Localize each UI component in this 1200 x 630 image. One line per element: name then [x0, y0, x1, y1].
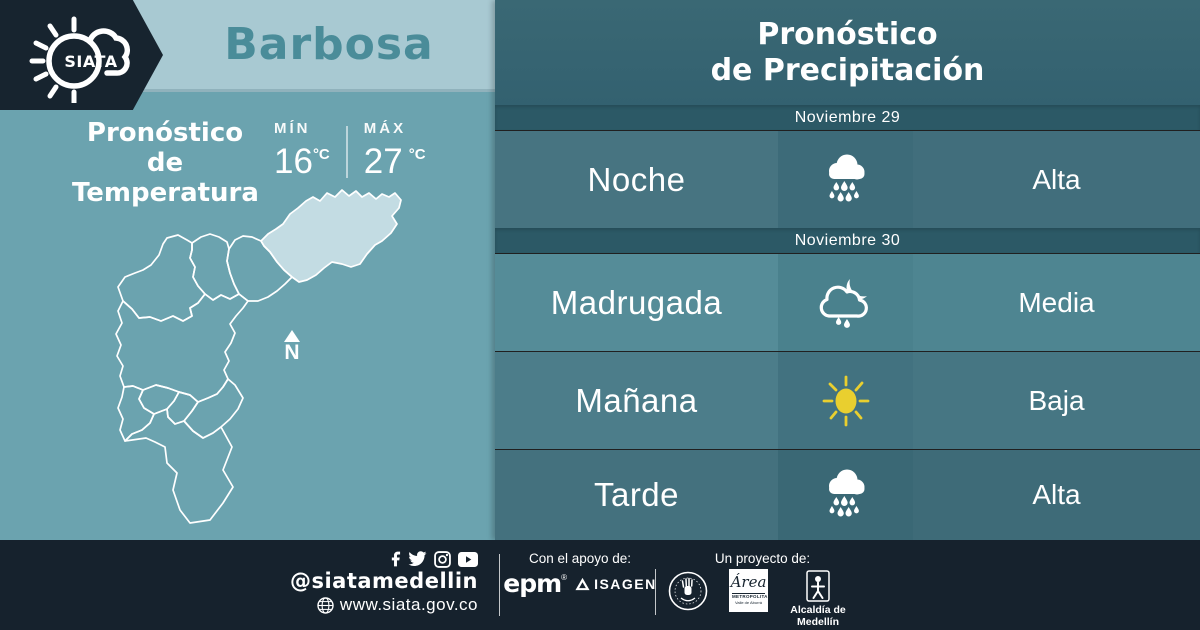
- sun-icon: [778, 352, 913, 449]
- svg-text:SIATA: SIATA: [64, 52, 117, 71]
- temperature-min: MÍN 16°C: [274, 120, 330, 181]
- globe-icon: [317, 596, 334, 614]
- level-value: Media: [913, 254, 1200, 351]
- rain-cloud-icon: [778, 450, 913, 540]
- alcaldia-medellin-logo: [806, 570, 830, 602]
- circular-seal-logo: [668, 571, 708, 611]
- footer-divider: [655, 569, 656, 615]
- forecast-row-madrugada: Madrugada Media: [495, 253, 1200, 351]
- facebook-icon[interactable]: [390, 550, 401, 568]
- precipitation-panel: Pronóstico de Precipitación Noviembre 29…: [495, 0, 1200, 540]
- period-label: Tarde: [495, 450, 778, 540]
- level-value: Baja: [913, 352, 1200, 449]
- support-label: Con el apoyo de:: [528, 551, 632, 566]
- temperature-max: MÁX 27 °C: [363, 120, 426, 181]
- date-band-nov29: Noviembre 29: [495, 105, 1200, 130]
- social-icons: [390, 550, 478, 568]
- twitter-icon[interactable]: [408, 551, 427, 567]
- location-title: Barbosa: [224, 19, 434, 70]
- period-label: Madrugada: [495, 254, 778, 351]
- level-value: Alta: [913, 450, 1200, 540]
- siata-sun-cloud-logo-icon: SIATA: [29, 16, 130, 103]
- compass-arrow-icon: [284, 330, 300, 342]
- moon-rain-cloud-icon: [778, 254, 913, 351]
- level-value: Alta: [913, 131, 1200, 228]
- compass-north: N: [276, 330, 308, 363]
- isagen-triangle-icon: [575, 577, 590, 591]
- temperature-title: Pronóstico de Temperatura: [72, 118, 259, 208]
- forecast-row-tarde: Tarde Alta: [495, 449, 1200, 540]
- period-label: Noche: [495, 131, 778, 228]
- forecast-row-manana: Mañana Baja: [495, 351, 1200, 449]
- epm-logo: epm®: [503, 569, 568, 598]
- forecast-row-noche: Noche Alta: [495, 130, 1200, 228]
- aburra-valley-map: [115, 189, 402, 524]
- temperature-divider: [345, 126, 348, 178]
- footer: @siatamedellin www.siata.gov.co Con el a…: [0, 540, 1200, 630]
- period-label: Mañana: [495, 352, 778, 449]
- instagram-icon[interactable]: [434, 550, 451, 568]
- precipitation-header: Pronóstico de Precipitación: [495, 0, 1200, 105]
- youtube-icon[interactable]: [458, 551, 478, 567]
- social-handle[interactable]: @siatamedellin: [289, 569, 478, 593]
- website-url[interactable]: www.siata.gov.co: [339, 595, 478, 614]
- siata-logo-flag: SIATA: [0, 0, 163, 110]
- date-band-nov30: Noviembre 30: [495, 228, 1200, 253]
- location-panel: Barbosa SIATA Pronóstico de: [0, 0, 495, 540]
- footer-divider: [499, 554, 500, 616]
- isagen-logo: ISAGEN: [575, 576, 657, 592]
- rain-cloud-icon: [778, 131, 913, 228]
- area-metropolitana-logo: Área METROPOLITANA Valle de Aburrá: [729, 569, 768, 612]
- alcaldia-caption: Alcaldía de Medellín: [790, 604, 846, 628]
- project-label: Un proyecto de:: [714, 551, 811, 566]
- map-region-highlighted-barbosa: [260, 189, 402, 283]
- temperature-forecast: Pronóstico de Temperatura MÍN 16°C MÁX 2…: [72, 118, 426, 208]
